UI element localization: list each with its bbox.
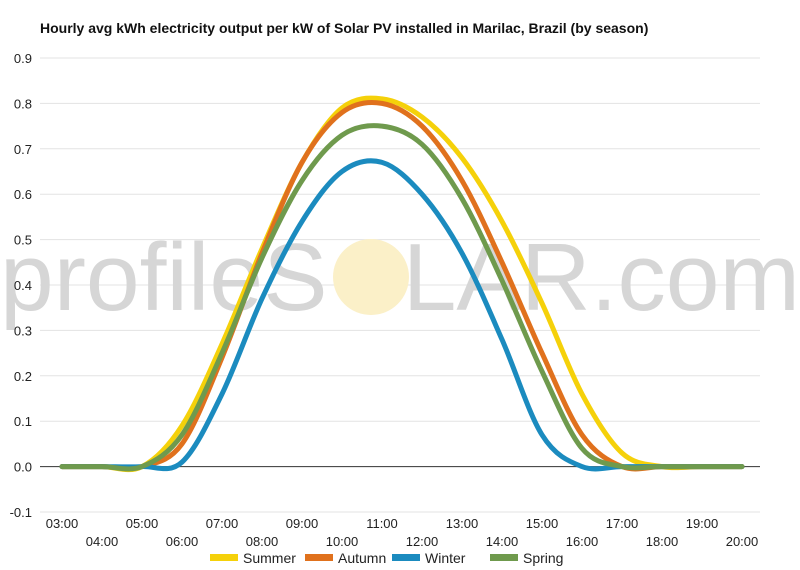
legend-swatch	[490, 554, 518, 561]
x-tick-label: 12:00	[406, 534, 439, 549]
x-tick-label: 04:00	[86, 534, 119, 549]
y-tick-label: 0.4	[14, 278, 32, 293]
y-tick-label: 0.5	[14, 233, 32, 248]
x-tick-label: 16:00	[566, 534, 599, 549]
x-tick-label: 03:00	[46, 516, 79, 531]
legend-label: Spring	[523, 550, 563, 566]
legend: Summer Autumn Winter Spring	[210, 550, 563, 566]
y-tick-label: 0.3	[14, 323, 32, 338]
x-tick-label: 10:00	[326, 534, 359, 549]
legend-swatch	[210, 554, 238, 561]
y-tick-label: 0.6	[14, 187, 32, 202]
legend-swatch	[305, 554, 333, 561]
y-tick-label: 0.8	[14, 96, 32, 111]
x-tick-label: 06:00	[166, 534, 199, 549]
x-tick-label: 17:00	[606, 516, 639, 531]
legend-label: Autumn	[338, 550, 386, 566]
x-axis-ticks: 03:00 04:00 05:00 06:00 07:00 08:00 09:00 10:00…	[46, 516, 759, 549]
x-tick-label: 05:00	[126, 516, 159, 531]
legend-swatch	[392, 554, 420, 561]
x-tick-label: 11:00	[366, 516, 398, 531]
x-tick-label: 13:00	[446, 516, 479, 531]
y-tick-label: 0.0	[14, 460, 32, 475]
series-line-summer	[59, 95, 745, 473]
x-tick-label: 20:00	[726, 534, 759, 549]
legend-item-winter[interactable]: Winter	[392, 550, 466, 566]
watermark-text: profileSOLAR.com	[0, 224, 800, 331]
legend-label: Winter	[425, 550, 466, 566]
watermark: profileSOLAR.com	[0, 224, 800, 331]
y-tick-label: 0.7	[14, 142, 32, 157]
legend-item-spring[interactable]: Spring	[490, 550, 563, 566]
x-tick-label: 07:00	[206, 516, 239, 531]
y-tick-label: -0.1	[10, 505, 32, 520]
chart-title: Hourly avg kWh electricity output per kW…	[40, 20, 648, 36]
x-tick-label: 08:00	[246, 534, 279, 549]
series-line-spring	[59, 123, 745, 472]
x-tick-label: 19:00	[686, 516, 719, 531]
y-tick-label: 0.9	[14, 51, 32, 66]
legend-label: Summer	[243, 550, 296, 566]
x-tick-label: 15:00	[526, 516, 559, 531]
y-tick-label: 0.1	[14, 414, 32, 429]
watermark-sun-icon	[333, 239, 409, 315]
y-axis-ticks: -0.1 0.0 0.1 0.2 0.3 0.4 0.5 0.6 0.7 0.8 0.9	[10, 51, 32, 520]
x-tick-label: 09:00	[286, 516, 319, 531]
x-tick-label: 14:00	[486, 534, 519, 549]
series-lines	[59, 95, 745, 473]
legend-item-autumn[interactable]: Autumn	[305, 550, 386, 566]
y-tick-label: 0.2	[14, 369, 32, 384]
legend-item-summer[interactable]: Summer	[210, 550, 296, 566]
x-tick-label: 18:00	[646, 534, 679, 549]
